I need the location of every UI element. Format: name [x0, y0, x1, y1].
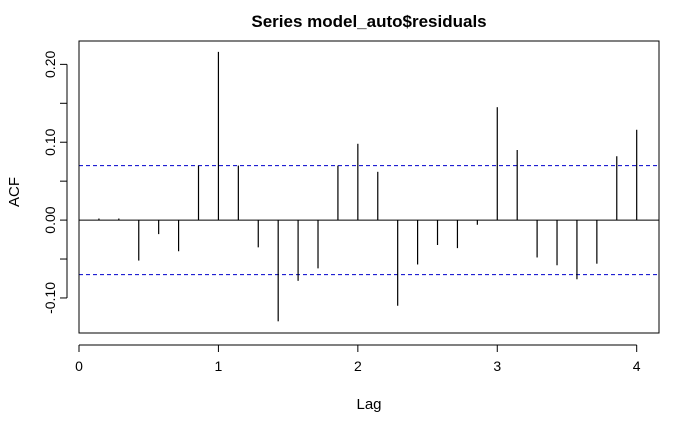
- x-tick-label-1: 1: [215, 358, 223, 374]
- x-tick-label-0: 0: [75, 358, 83, 374]
- plot-frame: [78, 40, 660, 334]
- y-tick-label-0: -0.10: [42, 282, 58, 314]
- y-tick-label-3: 0.20: [42, 51, 58, 78]
- x-tick-label-3: 3: [493, 358, 501, 374]
- y-tick-label-1: 0.00: [42, 206, 58, 233]
- axes: 0 1 2 3 4 -0.10 0.00 0.10 0.20: [42, 40, 660, 374]
- chart-title: Series model_auto$residuals: [251, 12, 486, 31]
- y-axis-label: ACF: [6, 177, 23, 207]
- x-tick-label-2: 2: [354, 358, 362, 374]
- y-tick-label-2: 0.10: [42, 128, 58, 155]
- plot-area: [79, 51, 659, 322]
- x-axis-label: Lag: [356, 396, 381, 413]
- x-tick-label-4: 4: [633, 358, 641, 374]
